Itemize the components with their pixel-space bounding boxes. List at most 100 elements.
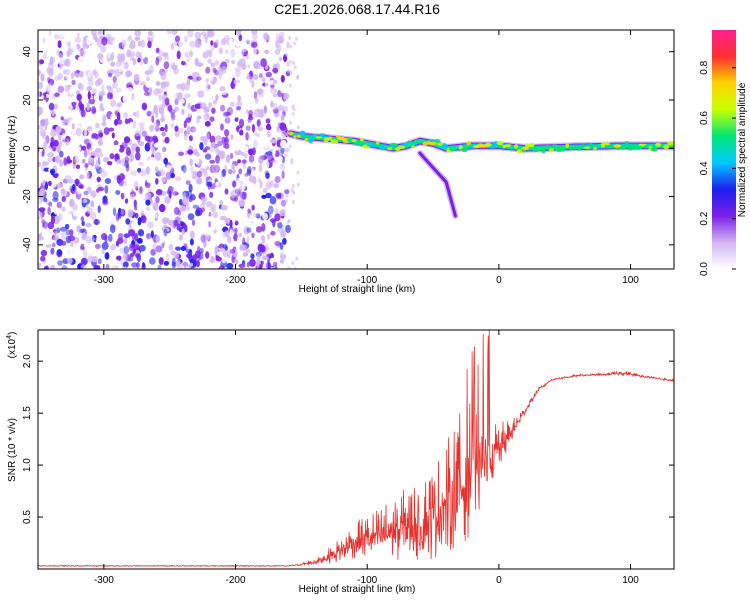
snr-y-tick-label: 2.0	[22, 354, 33, 368]
spectrogram-cell	[178, 127, 184, 134]
spectrogram-cell	[125, 70, 132, 77]
spectrogram-cell	[126, 49, 132, 58]
spectrogram-cell	[192, 254, 198, 262]
spectrogram-cell	[418, 140, 425, 144]
spectrogram-cell	[229, 249, 236, 254]
spectrogram-cell	[229, 152, 234, 160]
spectrogram-cell	[146, 110, 152, 117]
spectrogram-cell	[454, 145, 460, 150]
spectrogram-cell	[149, 124, 154, 132]
spectrogram-cell	[194, 58, 199, 66]
spectrogram-cell	[40, 249, 48, 257]
spectrogram-cell	[265, 118, 271, 124]
spectrogram-cell	[178, 234, 183, 241]
spectrogram-cell	[265, 192, 272, 199]
spectrogram-cell	[126, 36, 132, 42]
spectrogram-cell	[159, 117, 166, 123]
spectrogram-cell	[258, 88, 265, 98]
spectrogram-cell	[139, 186, 143, 194]
spectrogram-cell	[195, 260, 200, 268]
spectrogram-cell	[152, 122, 159, 130]
spectrogram-cell	[107, 92, 112, 100]
spectrogram-cell	[182, 196, 189, 206]
spectrogram-cell	[151, 110, 156, 116]
spectrogram-cell	[138, 122, 146, 127]
spectrogram-cell	[83, 242, 90, 251]
spectrogram-cell	[524, 143, 531, 148]
spectrogram-cell	[109, 224, 116, 233]
spectrogram-cell	[50, 215, 56, 225]
spectrogram-cell	[170, 83, 176, 93]
spectrogram-cell	[74, 155, 79, 165]
spectrogram-cell	[87, 91, 91, 100]
spectrogram-cell	[234, 145, 240, 152]
spectrogram-cell	[113, 140, 119, 146]
spectrogram-cell	[38, 181, 42, 187]
spectrogram-cell	[179, 211, 183, 217]
spectrogram-cell	[60, 116, 64, 121]
spectrogram-cell	[189, 40, 197, 48]
spectrogram-cell	[218, 150, 226, 160]
spectrogram-cell	[269, 252, 274, 260]
spectrogram-cell	[110, 99, 117, 108]
spectrogram-cell	[257, 126, 264, 132]
spectrogram-cell	[205, 82, 210, 92]
spectrogram-cell	[80, 264, 87, 269]
spectrogram-cell	[663, 144, 669, 150]
spectrogram-cell	[323, 137, 330, 143]
spectrogram-cell	[81, 145, 87, 151]
spectrogram-cell	[251, 168, 255, 178]
spectrogram-cell	[141, 262, 145, 268]
spectrogram-cell	[265, 262, 272, 269]
spectrogram-cell	[272, 108, 279, 114]
spectrogram-cell	[47, 152, 54, 158]
spectrogram-cell	[129, 174, 136, 184]
spectrogram-cell	[185, 128, 190, 136]
spectrogram-cell	[360, 137, 364, 142]
spectrogram-cell	[60, 188, 66, 196]
spectrogram-cell	[189, 230, 195, 239]
spectrogram-cell	[422, 141, 428, 147]
spectrogram-cell	[248, 148, 254, 156]
spectrogram-cell	[45, 244, 52, 248]
spectrogram-cell	[285, 224, 291, 234]
spectrogram-cell	[39, 129, 46, 137]
spectrogram-cell	[129, 243, 135, 249]
spectrogram-cell	[194, 209, 201, 217]
spectrogram-cell	[296, 182, 300, 187]
spectrogram-cell	[55, 125, 62, 134]
colorbar-tick-label: 0.0	[699, 262, 710, 276]
spectrogram-cell	[225, 49, 229, 54]
spectrogram-cell	[496, 141, 504, 146]
spectrogram-peak	[429, 142, 437, 145]
spectrogram-cell	[209, 159, 216, 164]
spectrogram-cell	[48, 30, 52, 37]
spectrogram-cell	[171, 257, 176, 267]
spectrogram-cell	[229, 229, 234, 238]
spectrogram-cell	[53, 139, 59, 147]
spectrogram-cell	[266, 130, 272, 138]
spectrogram-cell	[232, 169, 236, 174]
spectrogram-cell	[209, 191, 214, 198]
spectrogram-cell	[204, 37, 208, 44]
spectrogram-cell	[175, 176, 182, 182]
spectrogram-cell	[61, 231, 67, 240]
spectrogram-cell	[196, 76, 202, 81]
spectrogram-cell	[229, 219, 233, 228]
spectrogram-cell	[289, 70, 293, 75]
spectrogram-cell	[225, 179, 232, 188]
spectrogram-cell	[204, 146, 210, 151]
spectrogram-cell	[107, 39, 112, 45]
spectrogram-cell	[46, 93, 50, 99]
spectrogram-cell	[152, 187, 157, 195]
spectrogram-cell	[177, 210, 182, 216]
spectrogram-cell	[86, 36, 93, 46]
spectrogram-cell	[151, 146, 156, 155]
spectrogram-cell	[87, 71, 91, 78]
spectrogram-cell	[109, 153, 115, 160]
spectrogram-cell	[104, 185, 109, 194]
spectrogram-cell	[135, 151, 141, 161]
spectrogram-cell	[289, 120, 292, 125]
spectrogram-cell	[272, 79, 278, 85]
spectrogram-cell	[214, 172, 220, 179]
